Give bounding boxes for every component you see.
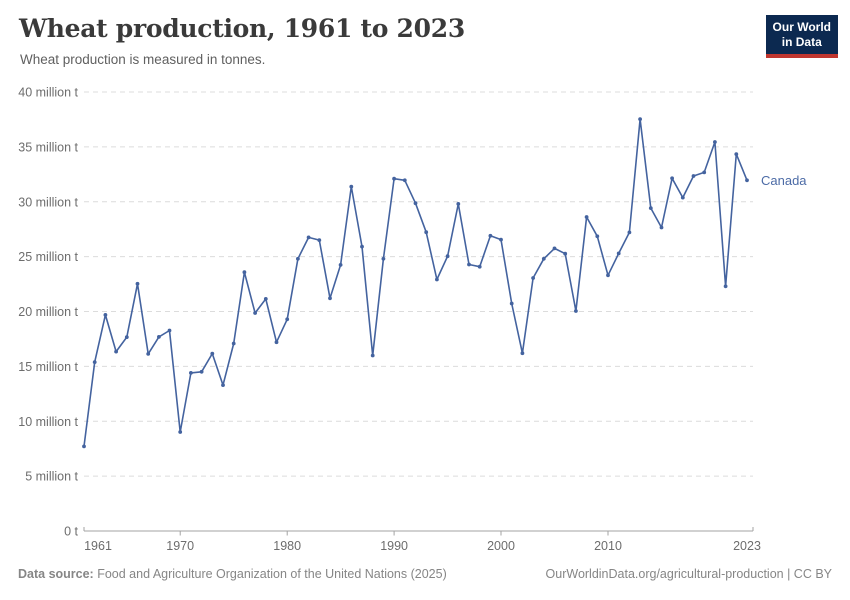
data-point-marker: [595, 234, 600, 239]
data-point-marker: [424, 230, 429, 235]
data-point-marker: [146, 352, 151, 356]
owid-logo-line1: Our World: [772, 20, 831, 34]
x-axis-tick-label: 2010: [594, 539, 622, 553]
data-point-marker: [413, 201, 418, 206]
y-axis-tick-label: 15 million t: [18, 360, 78, 374]
x-axis-tick-label: 2023: [733, 539, 761, 553]
data-point-marker: [274, 340, 279, 345]
y-axis-tick-label: 5 million t: [25, 470, 78, 484]
data-point-marker: [221, 383, 225, 387]
wheat-production-line: [83, 118, 748, 448]
data-point-marker: [263, 297, 268, 301]
data-point-marker: [638, 117, 642, 121]
data-point-marker: [456, 202, 461, 206]
data-point-marker: [338, 263, 343, 267]
data-point-marker: [713, 140, 717, 144]
data-point-marker: [242, 270, 247, 275]
x-axis-tick-label: 1970: [166, 539, 194, 553]
data-point-marker: [499, 237, 503, 242]
data-point-marker: [349, 184, 354, 189]
data-point-marker: [670, 176, 674, 181]
data-point-marker: [360, 244, 364, 249]
x-axis-tick-label: 1961: [84, 539, 112, 553]
y-axis-tick-label: 10 million t: [18, 415, 78, 429]
data-point-marker: [691, 174, 696, 178]
data-point-marker: [135, 281, 140, 286]
series-label-canada: Canada: [761, 173, 807, 188]
y-axis-tick-label: 25 million t: [18, 250, 78, 264]
data-source-label: Data source:: [18, 567, 94, 581]
data-point-marker: [574, 309, 578, 313]
owid-logo-line2: in Data: [781, 35, 822, 49]
data-point-marker: [92, 360, 97, 364]
data-point-marker: [392, 176, 396, 181]
data-point-marker: [477, 264, 482, 269]
data-point-marker: [488, 233, 493, 238]
data-point-marker: [616, 251, 621, 256]
data-source: Data source: Food and Agriculture Organi…: [18, 567, 447, 581]
data-point-marker: [306, 235, 311, 240]
data-point-marker: [745, 178, 749, 183]
data-point-marker: [370, 353, 375, 358]
data-point-marker: [82, 444, 86, 449]
data-source-text: Food and Agriculture Organization of the…: [97, 567, 447, 581]
data-point-marker: [328, 296, 332, 301]
data-point-marker: [541, 256, 546, 261]
chart-footer: Data source: Food and Agriculture Organi…: [18, 567, 832, 581]
y-axis-tick-label: 40 million t: [18, 86, 78, 100]
data-point-marker: [702, 170, 707, 175]
page-title: Wheat production, 1961 to 2023: [19, 14, 465, 43]
y-axis-tick-label: 30 million t: [18, 195, 78, 209]
x-axis-tick-label: 1980: [273, 539, 301, 553]
data-point-marker: [445, 254, 450, 259]
data-point-marker: [167, 328, 172, 333]
data-point-marker: [296, 256, 300, 261]
y-axis-tick-label: 0 t: [64, 525, 78, 539]
data-point-marker: [467, 262, 471, 267]
data-point-marker: [552, 246, 557, 251]
data-point-marker: [659, 225, 664, 230]
data-point-marker: [648, 206, 653, 211]
y-axis-tick-label: 20 million t: [18, 305, 78, 319]
data-point-marker: [584, 215, 589, 219]
data-point-marker: [381, 256, 386, 261]
data-point-marker: [178, 430, 183, 434]
data-point-marker: [124, 335, 129, 339]
data-point-marker: [285, 317, 290, 322]
chart-subtitle: Wheat production is measured in tonnes.: [20, 52, 266, 67]
y-axis-tick-label: 35 million t: [18, 140, 78, 154]
owid-logo: Our World in Data: [765, 15, 838, 58]
data-point-marker: [199, 369, 204, 374]
data-point-marker: [734, 152, 739, 157]
data-point-marker: [317, 238, 322, 243]
data-point-marker: [157, 335, 161, 339]
data-point-marker: [402, 178, 407, 183]
x-axis-tick-label: 2000: [487, 539, 515, 553]
data-point-marker: [103, 313, 108, 317]
data-point-marker: [231, 341, 236, 346]
data-point-marker: [210, 351, 215, 356]
data-point-marker: [253, 311, 257, 315]
data-point-marker: [520, 351, 525, 356]
data-point-marker: [723, 284, 728, 289]
data-point-marker: [563, 251, 568, 256]
data-point-marker: [435, 277, 439, 282]
data-point-marker: [606, 273, 610, 278]
x-axis-tick-label: 1990: [380, 539, 408, 553]
data-point-marker: [680, 195, 685, 200]
data-point-marker: [627, 230, 632, 235]
data-point-marker: [114, 349, 118, 354]
data-point-marker: [531, 276, 535, 280]
data-point-marker: [509, 301, 514, 306]
credit-link[interactable]: OurWorldinData.org/agricultural-producti…: [545, 567, 832, 581]
data-point-marker: [189, 371, 193, 375]
